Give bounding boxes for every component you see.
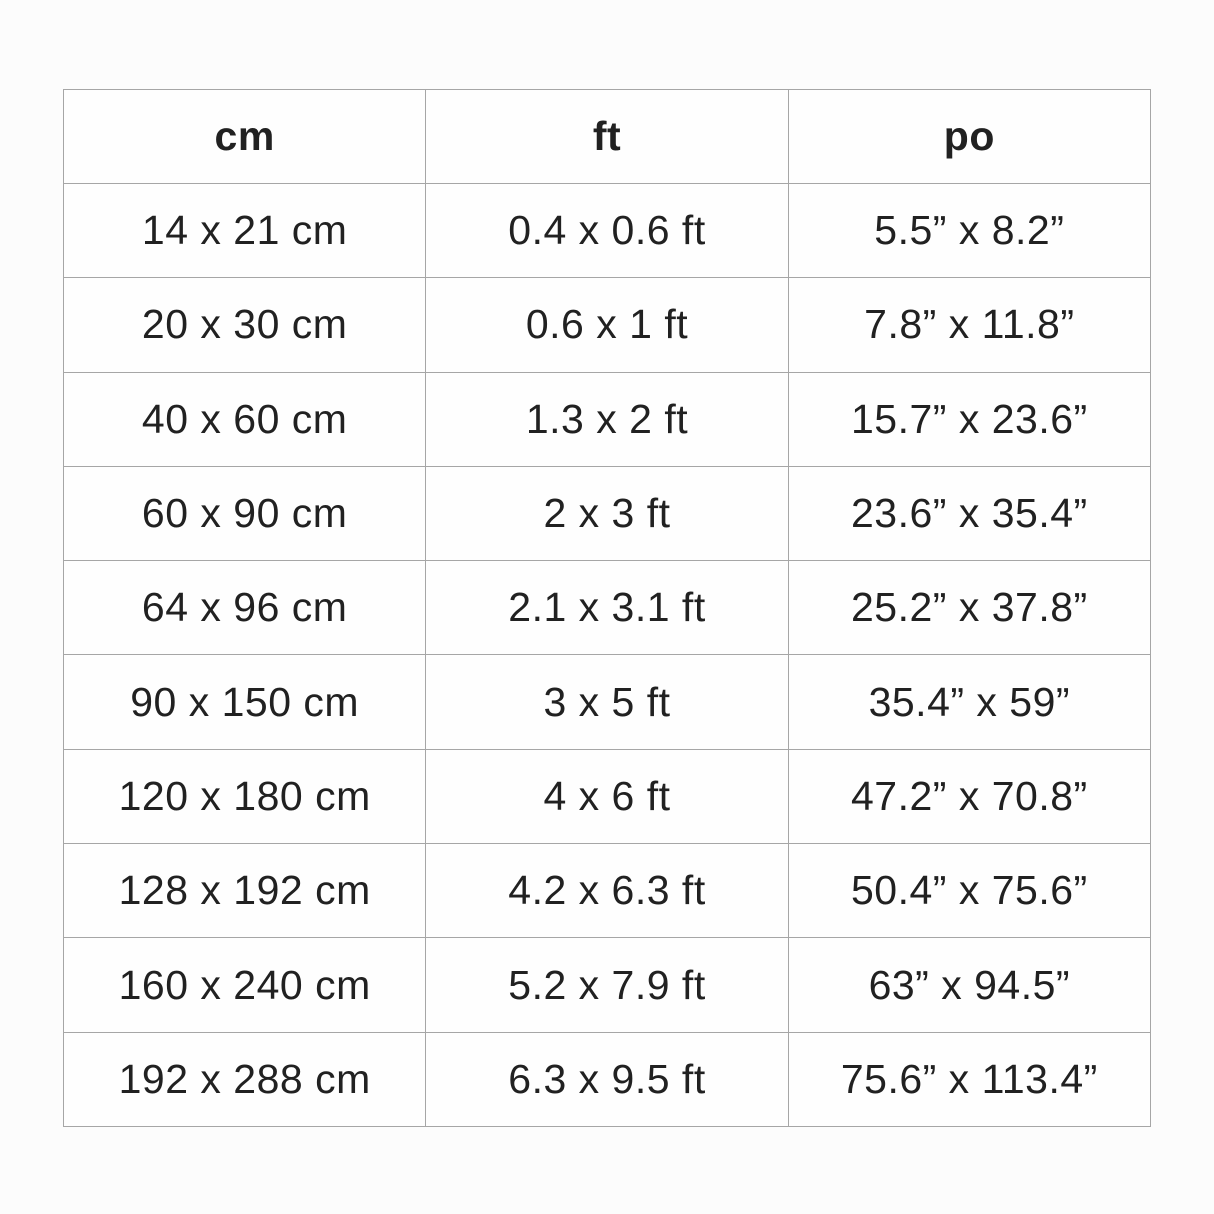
table-cell: 4 x 6 ft <box>425 748 789 845</box>
table-cell: 50.4” x 75.6” <box>787 843 1152 939</box>
table-cell: 47.2” x 70.8” <box>787 748 1152 845</box>
table-row: 120 x 180 cm 4 x 6 ft 47.2” x 70.8” <box>62 748 1152 845</box>
table-header: cm ft po <box>62 89 1152 184</box>
header-po: po <box>787 89 1152 184</box>
table-cell: 14 x 21 cm <box>62 182 427 279</box>
table-cell: 5.2 x 7.9 ft <box>425 937 789 1033</box>
table-cell: 0.6 x 1 ft <box>425 277 789 373</box>
table-row: 60 x 90 cm 2 x 3 ft 23.6” x 35.4” <box>62 465 1152 562</box>
table-row: 64 x 96 cm 2.1 x 3.1 ft 25.2” x 37.8” <box>62 560 1152 656</box>
table-cell: 160 x 240 cm <box>62 937 427 1033</box>
header-cm: cm <box>62 89 427 184</box>
table-cell: 2 x 3 ft <box>425 465 789 562</box>
table-row: 160 x 240 cm 5.2 x 7.9 ft 63” x 94.5” <box>62 937 1152 1033</box>
table-cell: 60 x 90 cm <box>62 465 427 562</box>
table-cell: 64 x 96 cm <box>62 560 427 656</box>
table-cell: 25.2” x 37.8” <box>787 560 1152 656</box>
table-cell: 7.8” x 11.8” <box>787 277 1152 373</box>
table-cell: 3 x 5 ft <box>425 654 789 750</box>
table-cell: 63” x 94.5” <box>787 937 1152 1033</box>
table-cell: 35.4” x 59” <box>787 654 1152 750</box>
table-body: 14 x 21 cm 0.4 x 0.6 ft 5.5” x 8.2” 20 x 30… <box>62 182 1152 1128</box>
table-row: 128 x 192 cm 4.2 x 6.3 ft 50.4” x 75.6” <box>62 843 1152 939</box>
table-row: 90 x 150 cm 3 x 5 ft 35.4” x 59” <box>62 654 1152 750</box>
table-cell: 23.6” x 35.4” <box>787 465 1152 562</box>
table-cell: 20 x 30 cm <box>62 277 427 373</box>
table-cell: 4.2 x 6.3 ft <box>425 843 789 939</box>
table-cell: 128 x 192 cm <box>62 843 427 939</box>
table-cell: 90 x 150 cm <box>62 654 427 750</box>
table-row: 14 x 21 cm 0.4 x 0.6 ft 5.5” x 8.2” <box>62 182 1152 279</box>
table-row: 192 x 288 cm 6.3 x 9.5 ft 75.6” x 113.4” <box>62 1031 1152 1128</box>
table-cell: 0.4 x 0.6 ft <box>425 182 789 279</box>
table-cell: 1.3 x 2 ft <box>425 371 789 467</box>
table-cell: 75.6” x 113.4” <box>787 1031 1152 1128</box>
table-row: 20 x 30 cm 0.6 x 1 ft 7.8” x 11.8” <box>62 277 1152 373</box>
table-cell: 192 x 288 cm <box>62 1031 427 1128</box>
size-conversion-table: cm ft po 14 x 21 cm 0.4 x 0.6 ft 5.5” x 8.… <box>62 89 1152 1128</box>
table-cell: 6.3 x 9.5 ft <box>425 1031 789 1128</box>
table-cell: 15.7” x 23.6” <box>787 371 1152 467</box>
table-header-row: cm ft po <box>62 89 1152 184</box>
table-cell: 5.5” x 8.2” <box>787 182 1152 279</box>
table-cell: 120 x 180 cm <box>62 748 427 845</box>
header-ft: ft <box>425 89 789 184</box>
table-row: 40 x 60 cm 1.3 x 2 ft 15.7” x 23.6” <box>62 371 1152 467</box>
table-cell: 2.1 x 3.1 ft <box>425 560 789 656</box>
table-cell: 40 x 60 cm <box>62 371 427 467</box>
